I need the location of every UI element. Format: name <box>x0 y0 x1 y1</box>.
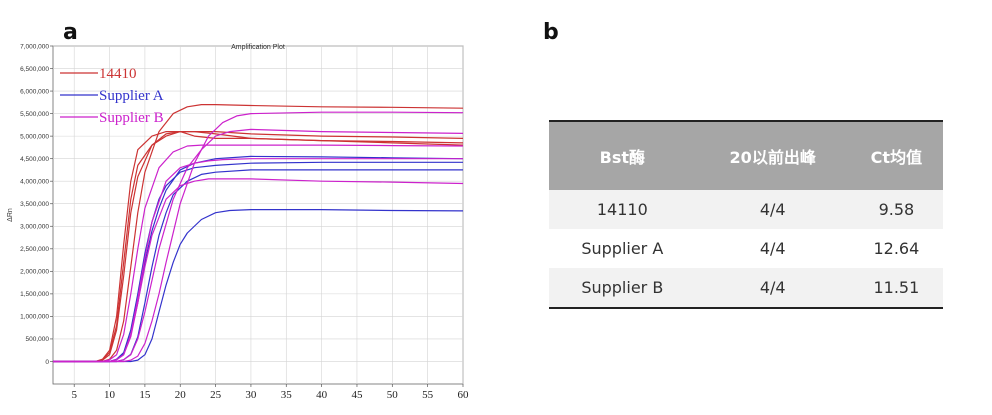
cell-peak: 4/4 <box>759 200 786 219</box>
y-tick-label: 1,500,000 <box>20 291 49 298</box>
table-row: Supplier B 4/4 11.51 <box>549 268 943 308</box>
y-axis-ticks: 0 500,000 1,000,000 1,500,000 2,000,000 2,500… <box>20 43 53 366</box>
y-axis-label: ΔRn <box>7 208 14 222</box>
y-tick-label: 1,000,000 <box>20 314 49 321</box>
comparison-table: Bst酶 20以前出峰 Ct均值 14110 4/4 9.58 Supplier… <box>549 120 943 309</box>
cell-ct: 11.51 <box>873 278 920 297</box>
amplification-plot: 0 500,000 1,000,000 1,500,000 2,000,000 2,500… <box>7 43 469 401</box>
x-tick-label: 10 <box>104 389 116 401</box>
x-tick-label: 55 <box>422 389 434 401</box>
y-tick-label: 500,000 <box>26 336 50 343</box>
y-tick-label: 5,500,000 <box>20 111 49 118</box>
curve-14410-4 <box>53 104 464 363</box>
x-tick-label: 20 <box>175 389 187 401</box>
y-tick-label: 6,000,000 <box>20 88 49 95</box>
curves <box>53 104 464 363</box>
header-ct-mean: Ct均值 <box>870 148 923 167</box>
x-axis-ticks: 5 10 15 20 25 30 35 40 45 50 55 60 <box>71 384 469 401</box>
table-row: Supplier A 4/4 12.64 <box>549 229 943 268</box>
x-tick-label: 45 <box>351 389 363 401</box>
x-tick-label: 35 <box>281 389 293 401</box>
x-tick-label: 40 <box>316 389 328 401</box>
curve-14410-3 <box>53 131 464 363</box>
y-tick-label: 2,000,000 <box>20 269 49 276</box>
curve-supplier-b-1 <box>53 144 464 363</box>
y-tick-label: 4,000,000 <box>20 179 49 186</box>
header-enzyme: Bst酶 <box>599 148 645 167</box>
x-tick-label: 30 <box>245 389 257 401</box>
table-row: 14110 4/4 9.58 <box>549 190 943 229</box>
y-tick-label: 2,500,000 <box>20 246 49 253</box>
cell-ct: 12.64 <box>873 239 920 258</box>
x-tick-label: 15 <box>139 389 151 401</box>
curve-supplier-b-5 <box>53 111 464 363</box>
curve-supplier-b-3 <box>53 178 464 363</box>
legend-label: Supplier A <box>99 88 164 104</box>
x-tick-label: 60 <box>458 389 470 401</box>
y-tick-label: 3,000,000 <box>20 224 49 231</box>
cell-enzyme: Supplier A <box>581 239 664 258</box>
header-peak-before-20: 20以前出峰 <box>729 148 816 167</box>
y-tick-label: 4,500,000 <box>20 156 49 163</box>
x-tick-label: 50 <box>387 389 399 401</box>
legend-label: Supplier B <box>99 110 164 126</box>
x-tick-label: 5 <box>71 389 77 401</box>
panel-label-b: b <box>543 20 559 45</box>
y-tick-label: 0 <box>45 359 49 366</box>
y-tick-label: 3,500,000 <box>20 201 49 208</box>
cell-enzyme: 14110 <box>596 200 648 219</box>
legend: 14410 Supplier A Supplier B <box>60 66 164 126</box>
x-tick-label: 25 <box>210 389 222 401</box>
curve-supplier-a-2 <box>53 155 464 363</box>
curve-supplier-b-4 <box>53 128 464 363</box>
cell-peak: 4/4 <box>759 239 786 258</box>
cell-enzyme: Supplier B <box>581 278 664 297</box>
curve-supplier-a-4 <box>53 209 464 363</box>
table-header-row: Bst酶 20以前出峰 Ct均值 <box>549 121 943 190</box>
cell-ct: 9.58 <box>878 200 915 219</box>
panel-label-a: a <box>63 20 78 45</box>
y-tick-label: 7,000,000 <box>20 43 49 50</box>
legend-label: 14410 <box>99 66 137 82</box>
chart-title: Amplification Plot <box>231 44 285 51</box>
y-tick-label: 6,500,000 <box>20 66 49 73</box>
y-tick-label: 5,000,000 <box>20 133 49 140</box>
cell-peak: 4/4 <box>759 278 786 297</box>
